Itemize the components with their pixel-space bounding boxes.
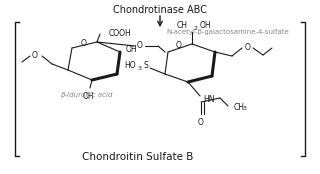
Text: COOH: COOH <box>109 29 132 38</box>
Text: O: O <box>245 42 251 52</box>
Text: HO: HO <box>124 61 136 70</box>
Text: O: O <box>198 118 204 127</box>
Text: OH: OH <box>200 22 212 30</box>
Text: OH: OH <box>126 45 138 54</box>
Text: N-acetyl-β-galactosamine-4-sulfate: N-acetyl-β-galactosamine-4-sulfate <box>167 29 289 35</box>
Text: 2: 2 <box>193 26 197 30</box>
Text: β-Iduronic acid: β-Iduronic acid <box>60 92 113 98</box>
Text: Chondrotinase ABC: Chondrotinase ABC <box>113 5 207 15</box>
Text: 3: 3 <box>138 65 142 70</box>
Text: O: O <box>32 50 38 60</box>
Text: O: O <box>81 38 87 48</box>
Text: CH: CH <box>177 22 188 30</box>
Text: CH: CH <box>234 102 245 112</box>
Text: S: S <box>143 61 148 70</box>
Text: Chondroitin Sulfate B: Chondroitin Sulfate B <box>82 152 194 162</box>
Text: 3: 3 <box>243 106 247 112</box>
Text: O: O <box>137 41 143 49</box>
Text: OH: OH <box>82 92 94 101</box>
Text: O: O <box>176 41 182 49</box>
Text: HN: HN <box>203 96 214 105</box>
